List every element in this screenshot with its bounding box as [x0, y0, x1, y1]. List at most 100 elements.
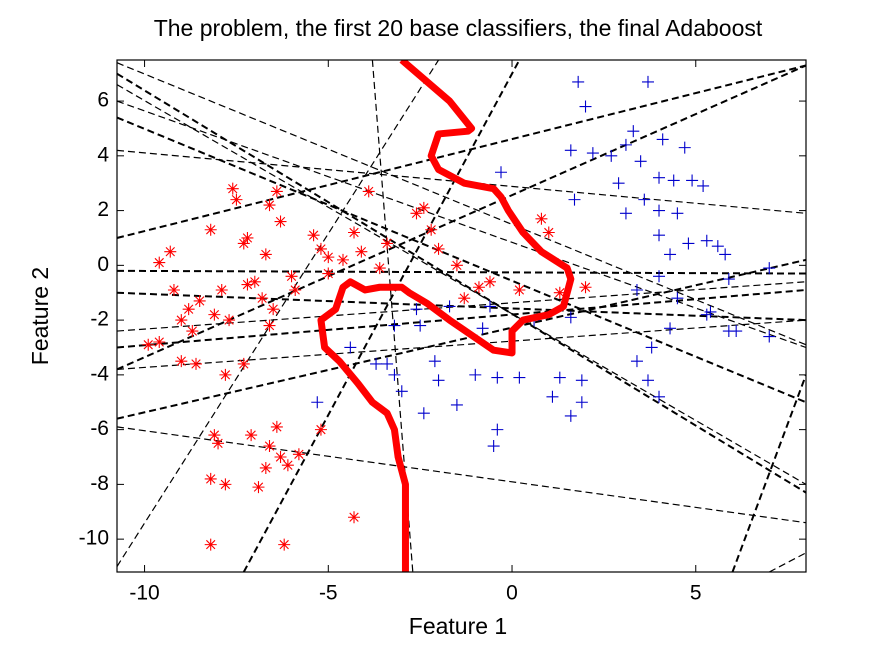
data-point — [204, 472, 217, 485]
data-point — [586, 147, 599, 160]
data-point — [425, 223, 438, 236]
data-point — [564, 144, 577, 157]
data-point — [248, 275, 261, 288]
data-point — [285, 270, 298, 283]
data-point — [700, 308, 713, 321]
data-point — [653, 270, 666, 283]
base-classifier — [117, 116, 806, 404]
data-point — [190, 357, 203, 370]
y-axis-label: Feature 2 — [27, 267, 53, 365]
data-point — [763, 330, 776, 343]
data-point — [564, 311, 577, 324]
data-point — [417, 407, 430, 420]
x-tick-label: 0 — [506, 582, 518, 605]
data-point — [432, 374, 445, 387]
data-point — [682, 237, 695, 250]
data-point — [513, 371, 526, 384]
y-tick-label: 0 — [97, 253, 109, 276]
data-point — [495, 166, 508, 179]
data-point — [483, 275, 496, 288]
base-classifier — [117, 62, 806, 346]
data-point — [630, 283, 643, 296]
data-point — [256, 292, 269, 305]
data-point — [575, 374, 588, 387]
data-point — [730, 325, 743, 338]
data-point — [208, 429, 221, 442]
data-point — [656, 133, 669, 146]
data-point — [259, 461, 272, 474]
data-point — [237, 357, 250, 370]
data-point — [553, 371, 566, 384]
data-point — [348, 226, 361, 239]
data-point — [653, 171, 666, 184]
data-point — [450, 259, 463, 272]
data-point — [619, 207, 632, 220]
data-point — [763, 262, 776, 275]
data-point — [487, 440, 500, 453]
data-point — [472, 281, 485, 294]
data-point — [381, 357, 394, 370]
data-point — [219, 368, 232, 381]
data-point — [281, 459, 294, 472]
data-point — [153, 336, 166, 349]
data-point — [491, 371, 504, 384]
data-point — [307, 229, 320, 242]
data-point — [208, 308, 221, 321]
data-point — [278, 538, 291, 551]
data-point — [553, 286, 566, 299]
x-axis-label: Feature 1 — [409, 613, 507, 639]
base-classifier — [731, 374, 806, 572]
data-point — [292, 448, 305, 461]
data-point — [605, 149, 618, 162]
data-point — [664, 322, 677, 335]
data-point — [476, 322, 489, 335]
data-point — [362, 185, 375, 198]
base-classifier — [117, 100, 806, 349]
data-point — [274, 451, 287, 464]
data-point — [414, 319, 427, 332]
base-classifier — [371, 60, 414, 572]
data-point — [638, 193, 651, 206]
data-point — [212, 437, 225, 450]
x-tick-label: 5 — [690, 582, 702, 605]
data-point — [270, 420, 283, 433]
data-point — [697, 179, 710, 192]
data-point — [263, 319, 276, 332]
data-point — [641, 374, 654, 387]
base-classifier — [117, 319, 806, 370]
data-point — [568, 193, 581, 206]
data-point — [667, 174, 680, 187]
data-point — [336, 253, 349, 266]
data-point — [634, 155, 647, 168]
y-tick-label: -4 — [90, 362, 109, 385]
data-point — [458, 292, 471, 305]
data-point — [344, 341, 357, 354]
data-point — [215, 283, 228, 296]
base-classifier — [242, 60, 521, 572]
data-point — [671, 292, 684, 305]
data-point — [167, 283, 180, 296]
data-point — [645, 341, 658, 354]
base-classifier — [768, 552, 806, 572]
base-classifier — [117, 426, 806, 524]
data-point — [193, 294, 206, 307]
base-classifier — [117, 291, 806, 322]
chart-title: The problem, the first 20 base classifie… — [154, 15, 763, 41]
base-classifier — [117, 258, 806, 420]
y-tick-label: -6 — [90, 417, 109, 440]
data-point — [395, 385, 408, 398]
y-tick-label: -8 — [90, 472, 109, 495]
data-point — [219, 478, 232, 491]
y-tick-label: 6 — [97, 89, 109, 112]
data-point — [226, 182, 239, 195]
data-point — [641, 75, 654, 88]
data-point — [417, 201, 430, 214]
y-tick-label: -2 — [90, 308, 109, 331]
data-point — [175, 355, 188, 368]
data-point — [314, 423, 327, 436]
axes-box — [116, 59, 807, 573]
base-classifier — [117, 269, 806, 275]
data-point — [289, 283, 302, 296]
